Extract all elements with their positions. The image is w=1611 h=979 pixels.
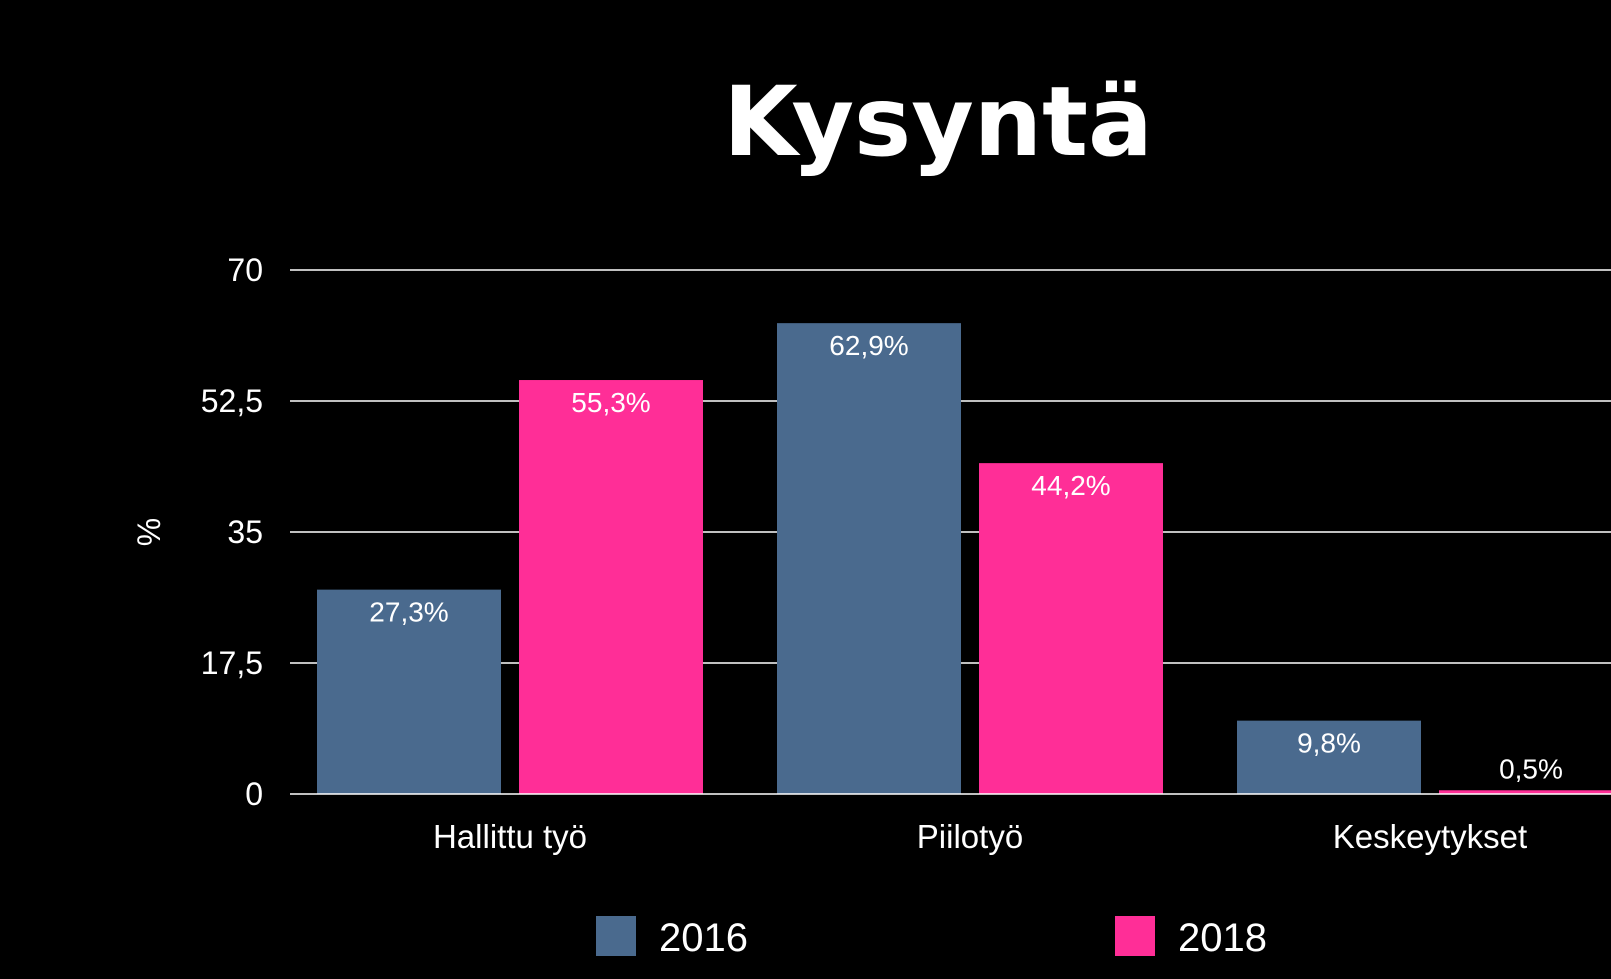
chart-title: Kysyntä — [723, 66, 1153, 178]
data-label: 62,9% — [829, 330, 908, 361]
bar-2016-2 — [1237, 720, 1421, 794]
y-tick-label: 70 — [227, 252, 263, 288]
y-tick-label: 35 — [227, 514, 263, 550]
data-label: 9,8% — [1297, 728, 1361, 759]
bar-2018-1 — [979, 463, 1163, 794]
data-labels: 27,3% 55,3% 62,9% 44,2% 9,8% 0,5% — [369, 330, 1563, 784]
category-label: Hallittu työ — [433, 818, 587, 855]
y-tick-label: 17,5 — [201, 645, 263, 681]
legend-label: 2018 — [1178, 916, 1267, 960]
bars — [317, 323, 1611, 794]
bar-2016-1 — [777, 323, 961, 794]
data-label: 27,3% — [369, 597, 448, 628]
y-tick-label: 52,5 — [201, 383, 263, 419]
bar-2018-0 — [519, 380, 703, 794]
y-tick-labels: 0 17,5 35 52,5 70 — [201, 252, 263, 812]
category-label: Keskeytykset — [1333, 818, 1527, 855]
bar-2018-2 — [1439, 790, 1611, 794]
legend-swatch — [1115, 916, 1155, 956]
y-axis-label: % — [131, 518, 167, 546]
legend-label: 2016 — [659, 916, 748, 960]
y-tick-label: 0 — [245, 776, 263, 812]
data-label: 55,3% — [571, 387, 650, 418]
data-label: 0,5% — [1499, 753, 1563, 784]
category-labels: Hallittu työ Piilotyö Keskeytykset — [433, 818, 1527, 855]
data-label: 44,2% — [1031, 470, 1110, 501]
legend-swatch — [596, 916, 636, 956]
category-label: Piilotyö — [917, 818, 1023, 855]
legend: 2016 2018 — [596, 916, 1267, 960]
bar-2016-0 — [317, 589, 501, 794]
